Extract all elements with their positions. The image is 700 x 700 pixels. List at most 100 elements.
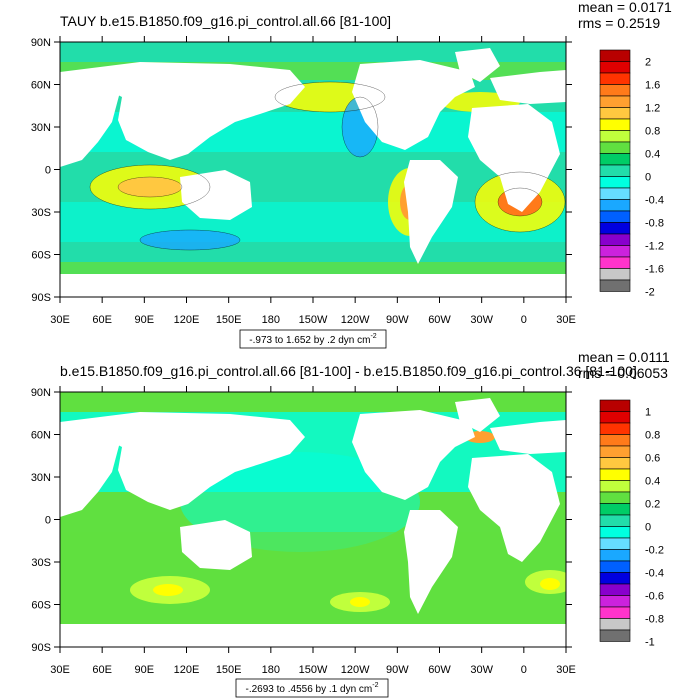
colorbar-swatch — [599, 572, 631, 585]
x-tick-label: 180 — [262, 314, 280, 326]
colorbar-swatch — [599, 491, 631, 504]
colorbar-swatch — [599, 256, 631, 269]
colorbar-label: 0.8 — [645, 430, 660, 442]
colorbar-swatch — [599, 468, 631, 481]
contour-info-box — [239, 329, 387, 349]
colorbar-swatch — [599, 560, 631, 573]
y-tick-label: 60S — [31, 250, 51, 262]
mean-stat: mean = 0.0111 — [578, 349, 670, 365]
x-tick-label: 180 — [262, 664, 280, 676]
plot-title: TAUY b.e15.B1850.f09_g16.pi_control.all.… — [60, 13, 391, 29]
colorbar-label: -1.6 — [645, 264, 664, 276]
y-tick-label: 60N — [31, 430, 51, 442]
y-tick-label: 30S — [31, 557, 51, 569]
colorbar-swatch — [599, 153, 631, 166]
colorbar-swatch — [599, 61, 631, 74]
y-tick-label: 0 — [45, 515, 51, 527]
x-tick-label: 60W — [428, 314, 451, 326]
y-tick-label: 60S — [31, 600, 51, 612]
x-tick-label: 30E — [50, 664, 70, 676]
colorbar-label: 0.4 — [645, 476, 660, 488]
colorbar-swatch — [599, 422, 631, 435]
colorbar-label: 0.4 — [645, 149, 660, 161]
colorbar: 2 1.6 1.2 0.8 0.4 0 -0.4 -0.8 -1.2 -1.6 -2 — [599, 49, 664, 299]
colorbar-swatch — [599, 457, 631, 470]
colorbar-label: 0.2 — [645, 499, 660, 511]
colorbar-swatch — [599, 176, 631, 189]
x-tick-label: 0 — [521, 314, 527, 326]
colorbar-label: -0.4 — [645, 195, 664, 207]
x-tick-label: 90W — [386, 664, 409, 676]
colorbar-label: 1.2 — [645, 103, 660, 115]
colorbar-label: 0 — [645, 522, 651, 534]
contour-info-box — [235, 678, 389, 698]
colorbar-swatch — [599, 595, 631, 608]
colorbar-label: -1.2 — [645, 241, 664, 253]
rms-stat: rms = 0.06053 — [578, 365, 668, 381]
colorbar-swatch — [599, 503, 631, 516]
colorbar-label: -2 — [645, 287, 655, 299]
x-tick-label: 60E — [92, 314, 112, 326]
colorbar-swatch — [599, 480, 631, 493]
axis-ticks: 30E 60E 90E 120E 150E 180 150W 120W 90W 60W 30W 0 30… — [31, 36, 576, 326]
colorbar-swatch — [599, 210, 631, 223]
colorbar-label: 0.6 — [645, 453, 660, 465]
colorbar-label: -0.8 — [645, 218, 664, 230]
colorbar-label: 0 — [645, 172, 651, 184]
colorbar-swatch — [599, 445, 631, 458]
colorbar-label: 2 — [645, 57, 651, 69]
x-tick-label: 90E — [135, 314, 155, 326]
plot-title: b.e15.B1850.f09_g16.pi_control.all.66 [8… — [60, 363, 637, 379]
x-tick-label: 90E — [135, 664, 155, 676]
x-tick-label: 150W — [299, 664, 328, 676]
y-tick-label: 30N — [31, 472, 51, 484]
colorbar-label: 1 — [645, 407, 651, 419]
colorbar-swatch — [599, 164, 631, 177]
colorbar-swatch — [599, 279, 631, 292]
x-tick-label: 90W — [386, 314, 409, 326]
x-tick-label: 120E — [174, 314, 200, 326]
colorbar-swatch — [599, 118, 631, 131]
colorbar-label: -1 — [645, 637, 655, 649]
y-tick-label: 30S — [31, 207, 51, 219]
colorbar-swatch — [599, 130, 631, 143]
y-tick-label: 90S — [31, 642, 51, 654]
map-field — [60, 42, 566, 297]
y-tick-label: 90N — [31, 387, 51, 399]
x-tick-label: 120E — [174, 664, 200, 676]
colorbar-label: -0.8 — [645, 614, 664, 626]
contour-info: -.2693 to .4556 by .1 dyn cm-2 — [246, 682, 379, 695]
panel-top: TAUY b.e15.B1850.f09_g16.pi_control.all.… — [31, 0, 672, 349]
x-tick-label: 150E — [216, 314, 242, 326]
colorbar-swatch — [599, 187, 631, 200]
colorbar-swatch — [599, 514, 631, 527]
mean-stat: mean = 0.0171 — [578, 0, 672, 15]
x-tick-label: 120W — [341, 664, 370, 676]
x-tick-label: 30W — [470, 314, 493, 326]
colorbar-label: -0.4 — [645, 568, 664, 580]
x-tick-label: 30E — [556, 314, 576, 326]
x-tick-label: 30W — [470, 664, 493, 676]
colorbar-swatch — [599, 72, 631, 85]
colorbar-swatch — [599, 95, 631, 108]
x-tick-label: 30E — [50, 314, 70, 326]
y-tick-label: 30N — [31, 122, 51, 134]
panel-bottom: b.e15.B1850.f09_g16.pi_control.all.66 [8… — [31, 349, 670, 698]
colorbar-swatch — [599, 606, 631, 619]
x-tick-label: 60W — [428, 664, 451, 676]
x-tick-label: 60E — [92, 664, 112, 676]
colorbar-swatch — [599, 199, 631, 212]
colorbar-label: 1.6 — [645, 80, 660, 92]
x-tick-label: 150W — [299, 314, 328, 326]
x-tick-label: 0 — [521, 664, 527, 676]
colorbar-swatch — [599, 245, 631, 258]
colorbar-swatch — [599, 434, 631, 447]
y-tick-label: 90N — [31, 37, 51, 49]
colorbar-swatch — [599, 107, 631, 120]
colorbar-swatch — [599, 141, 631, 154]
colorbar-swatch — [599, 549, 631, 562]
y-tick-label: 0 — [45, 165, 51, 177]
y-tick-label: 90S — [31, 292, 51, 304]
colorbar-label: 0.8 — [645, 126, 660, 138]
